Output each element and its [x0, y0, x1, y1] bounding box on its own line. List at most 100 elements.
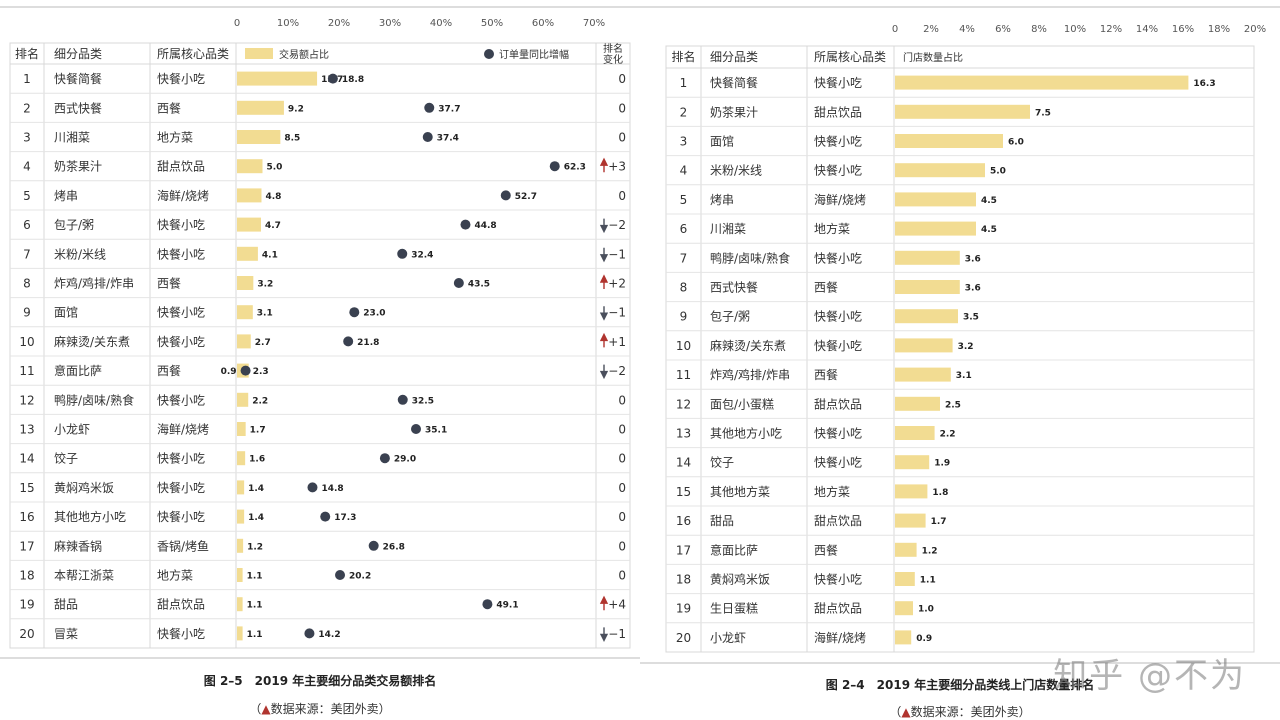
x-tick-label: 20% [1244, 24, 1266, 35]
store-share-data-label: 3.6 [965, 254, 981, 264]
rank-cell: 6 [23, 218, 31, 232]
rank-cell: 10 [676, 339, 691, 353]
rank-cell: 5 [680, 193, 688, 207]
growth-data-label: 35.1 [425, 426, 447, 436]
table-row: 7 鸭脖/卤味/熟食 快餐小吃 3.6 [666, 242, 1254, 265]
table-row: 14 饺子 快餐小吃 1.9 [666, 447, 1254, 470]
header-category: 细分品类 [54, 47, 102, 61]
table-row: 12 面包/小蛋糕 甜点饮品 2.5 [666, 388, 1254, 411]
growth-dot [304, 628, 315, 639]
store-share-data-label: 1.8 [932, 488, 948, 498]
share-data-label: 1.1 [247, 601, 263, 611]
table-row: 8 西式快餐 西餐 3.6 [666, 271, 1254, 295]
header-category: 细分品类 [710, 50, 758, 64]
rank-down-arrow-icon [599, 218, 609, 234]
category-cell: 鸭脖/卤味/熟食 [710, 250, 790, 265]
legend-dot-swatch [484, 49, 494, 59]
rank-cell: 2 [680, 105, 688, 119]
x-tick-label: 2% [923, 24, 939, 35]
core-category-cell: 快餐小吃 [157, 480, 205, 495]
store-share-bar [895, 338, 953, 353]
core-category-cell: 快餐小吃 [157, 246, 205, 261]
table-row: 12 鸭脖/卤味/熟食 快餐小吃 2.2 32.5 0 [10, 384, 630, 407]
growth-data-label: 37.7 [438, 104, 460, 114]
table-row: 9 面馆 快餐小吃 3.1 23.0 −1 [10, 297, 630, 321]
table-row: 17 意面比萨 西餐 1.2 [666, 534, 1254, 557]
header-change-line2: 变化 [603, 53, 623, 66]
rank-cell: 13 [19, 423, 34, 437]
rank-change-cell: +2 [608, 277, 626, 291]
category-cell: 快餐简餐 [54, 71, 102, 86]
growth-dot [307, 482, 318, 493]
category-cell: 生日蛋糕 [710, 602, 758, 616]
store-ranking-chart: 0 2% 4% 6% 8% 10% 12% 14% 16% 18% 20% 排名 细分品类 所属核心品类 门… [640, 6, 1280, 664]
category-cell: 麻辣烫/关东煮 [54, 334, 130, 349]
growth-dot [500, 190, 511, 201]
share-data-label: 3.1 [257, 309, 273, 319]
share-data-label: 1.1 [247, 630, 263, 640]
x-tick-label: 8% [1031, 24, 1047, 35]
category-cell: 包子/粥 [54, 218, 94, 232]
table-row: 9 包子/粥 快餐小吃 3.5 [666, 301, 1254, 324]
store-share-data-label: 0.9 [916, 634, 932, 644]
store-share-bar [895, 572, 915, 586]
growth-data-label: 26.8 [383, 542, 405, 552]
category-cell: 小龙虾 [710, 631, 746, 645]
share-data-label: 1.4 [248, 513, 264, 523]
rank-up-arrow-icon [599, 157, 609, 173]
growth-dot [411, 424, 422, 434]
store-share-data-label: 16.3 [1193, 79, 1215, 89]
store-share-data-label: 3.5 [963, 313, 979, 323]
growth-data-label: 43.5 [468, 280, 490, 290]
store-share-data-label: 1.1 [920, 576, 936, 586]
growth-dot [453, 278, 464, 288]
growth-data-label: 29.0 [394, 455, 416, 465]
store-share-bar [895, 309, 958, 324]
rank-up-arrow-icon [599, 332, 609, 348]
store-share-data-label: 2.2 [940, 430, 956, 440]
category-cell: 冒菜 [54, 627, 78, 641]
category-cell: 面馆 [54, 305, 78, 320]
category-cell: 面馆 [710, 134, 734, 149]
core-category-cell: 快餐小吃 [814, 163, 862, 178]
growth-dot [320, 511, 331, 522]
x-tick-label: 60% [532, 18, 554, 29]
x-tick-label: 16% [1172, 24, 1194, 35]
category-cell: 麻辣烫/关东煮 [710, 338, 786, 353]
table-row: 20 冒菜 快餐小吃 1.1 14.2 −1 [10, 618, 630, 642]
rank-cell: 8 [23, 277, 31, 291]
table-row: 1快餐简餐快餐小吃15.718.80 [23, 71, 626, 86]
share-bar [237, 71, 318, 86]
rank-cell: 3 [23, 131, 31, 145]
growth-dot [379, 453, 390, 464]
rank-change-cell: −1 [608, 306, 626, 320]
category-cell: 其他地方小吃 [54, 509, 126, 524]
share-bar [237, 188, 262, 203]
table-row: 13 小龙虾 海鲜/烧烤 1.7 35.1 0 [10, 413, 630, 437]
rank-change-cell: +3 [608, 160, 626, 174]
rank-change-cell: +1 [608, 335, 626, 349]
category-cell: 本帮江浙菜 [54, 569, 114, 583]
core-category-cell: 海鲜/烧烤 [814, 630, 866, 645]
table-row: 16 甜品 甜点饮品 1.7 [666, 505, 1254, 528]
growth-dot [368, 540, 379, 551]
store-share-bar [895, 75, 1189, 90]
core-category-cell: 海鲜/烧烤 [157, 422, 209, 437]
share-bar [237, 538, 244, 553]
share-data-label: 1.2 [247, 542, 263, 552]
rank-change-cell: 0 [618, 101, 626, 115]
table-row: 10 麻辣烫/关东煮 快餐小吃 2.7 21.8 +1 [10, 326, 630, 349]
rank-change-cell: −2 [608, 218, 626, 232]
growth-dot [343, 336, 354, 347]
category-cell: 快餐简餐 [710, 75, 758, 90]
rank-change-cell: +4 [608, 598, 626, 612]
share-bar [237, 597, 243, 612]
source-prefix-right: （ [889, 705, 902, 719]
category-cell: 饺子 [710, 455, 734, 470]
rank-change-cell: 0 [618, 510, 626, 524]
category-cell: 炸鸡/鸡排/炸串 [54, 276, 134, 291]
share-data-label: 4.8 [265, 192, 281, 202]
core-category-cell: 甜点饮品 [814, 397, 862, 411]
table-row: 3 面馆 快餐小吃 6.0 [666, 125, 1254, 149]
x-tick-label: 10% [1064, 24, 1086, 35]
